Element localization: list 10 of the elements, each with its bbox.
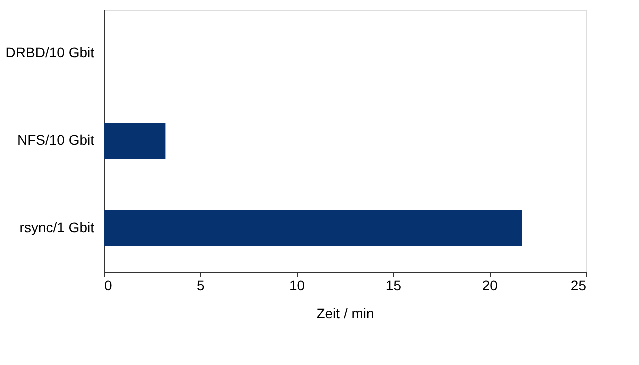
x-tick-label: 0: [104, 278, 112, 294]
y-tick-label: NFS/10 Gbit: [17, 132, 95, 148]
x-axis-title: Zeit / min: [316, 306, 374, 322]
y-tick-label: DRBD/10 Gbit: [6, 44, 95, 61]
y-tick-label: rsync/1 Gbit: [20, 219, 95, 236]
x-tick-label: 15: [386, 278, 402, 294]
x-tick-label: 10: [290, 278, 306, 294]
x-tick-label: 20: [482, 278, 498, 294]
x-tick-label: 5: [197, 278, 205, 294]
x-tick-label: 25: [570, 278, 587, 294]
